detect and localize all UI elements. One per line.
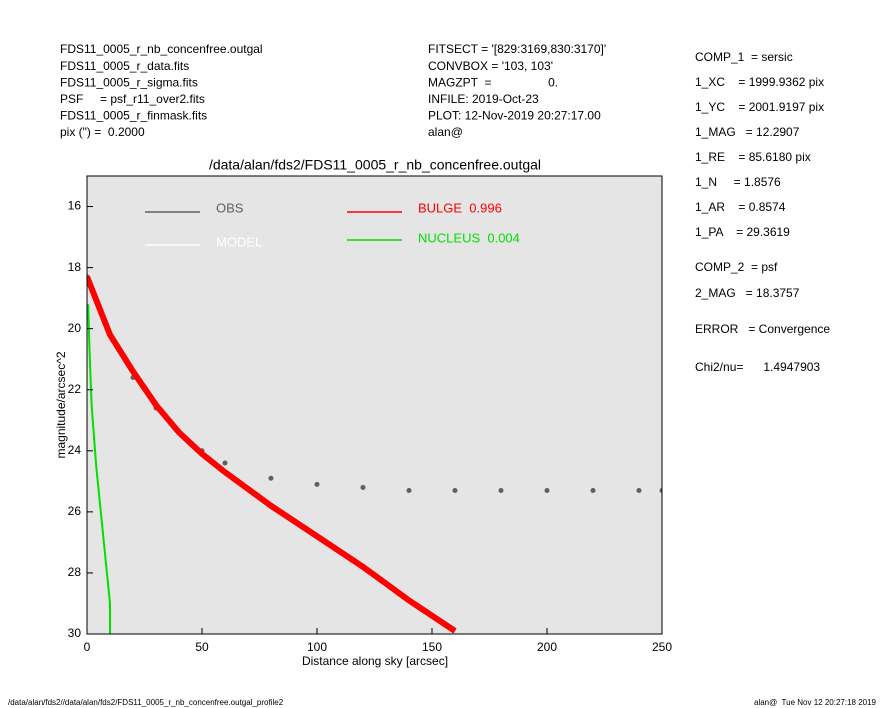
header-left-line: pix (") = 0.2000 [60, 125, 145, 139]
header-center-line: FITSECT = '[829:3169,830:3170]' [428, 42, 606, 56]
plot-marks [87, 274, 662, 634]
obs-point [659, 487, 662, 493]
x-tick-label: 200 [537, 640, 557, 654]
legend-label: NUCLEUS 0.004 [418, 230, 520, 245]
y-tick-label: 30 [68, 626, 82, 640]
fit-parameter: COMP_1 = sersic [695, 50, 793, 64]
y-tick-label: 16 [68, 199, 82, 213]
x-tick-label: 150 [422, 640, 442, 654]
fit-parameter: 1_AR = 0.8574 [695, 200, 786, 214]
footer-right: alan@ Tue Nov 12 20:27:18 2019 [754, 698, 877, 707]
legend-label: BULGE 0.996 [418, 200, 502, 215]
y-tick-label: 22 [68, 382, 82, 396]
obs-point [590, 487, 596, 493]
y-axis-label: magnitude/arcsec^2 [54, 351, 68, 458]
header-left-line: FDS11_0005_r_nb_concenfree.outgal [60, 42, 263, 56]
y-tick-label: 18 [68, 260, 82, 274]
obs-point [636, 487, 642, 493]
fit-parameter: ERROR = Convergence [695, 322, 830, 336]
profile-line [87, 275, 457, 634]
header-center-line: CONVBOX = '103, 103' [428, 59, 553, 73]
header-left-line: FDS11_0005_r_finmask.fits [60, 109, 207, 123]
obs-point [268, 475, 274, 481]
header-left-line: FDS11_0005_r_data.fits [60, 59, 189, 73]
y-tick-label: 28 [68, 565, 82, 579]
obs-point [360, 484, 366, 490]
fit-parameter: Chi2/nu= 1.4947903 [695, 360, 820, 374]
fit-parameter: 1_XC = 1999.9362 pix [695, 75, 824, 89]
legend-label: MODEL [216, 234, 262, 249]
fit-parameter: 2_MAG = 18.3757 [695, 286, 800, 300]
header-left-line: PSF = psf_r11_over2.fits [60, 92, 205, 106]
fit-parameter: 1_YC = 2001.9197 pix [695, 100, 824, 114]
fit-parameter: 1_N = 1.8576 [695, 175, 781, 189]
obs-point [498, 487, 504, 493]
y-tick-label: 26 [68, 504, 82, 518]
x-tick-label: 250 [652, 640, 672, 654]
obs-point [544, 487, 550, 493]
fit-parameter: 1_PA = 29.3619 [695, 225, 790, 239]
obs-point [406, 487, 412, 493]
fit-parameter: 1_MAG = 12.2907 [695, 125, 800, 139]
chart-title: /data/alan/fds2/FDS11_0005_r_nb_concenfr… [209, 157, 541, 173]
header-center-line: PLOT: 12-Nov-2019 20:27:17.00 [428, 109, 601, 123]
header-center-line: alan@ [428, 125, 463, 139]
footer-left: /data/alan/fds2//data/alan/fds2/FDS11_00… [8, 698, 284, 707]
x-tick-label: 50 [195, 640, 209, 654]
fit-parameter: 1_RE = 85.6180 pix [695, 150, 811, 164]
y-tick-label: 24 [68, 443, 82, 457]
legend-label: OBS [216, 200, 244, 215]
obs-point [452, 487, 458, 493]
fit-parameter: COMP_2 = psf [695, 260, 778, 274]
profile-line [87, 304, 111, 634]
plot-area [87, 176, 662, 634]
obs-point [314, 481, 320, 487]
header-left-line: FDS11_0005_r_sigma.fits [60, 75, 198, 89]
x-tick-label: 0 [84, 640, 91, 654]
x-tick-label: 100 [307, 640, 327, 654]
header-center-line: MAGZPT = 0. [428, 75, 558, 89]
obs-point [222, 460, 228, 466]
header-center-line: INFILE: 2019-Oct-23 [428, 92, 539, 106]
x-axis-label: Distance along sky [arcsec] [302, 654, 448, 668]
plot-frame [86, 175, 663, 635]
y-tick-label: 20 [68, 321, 82, 335]
